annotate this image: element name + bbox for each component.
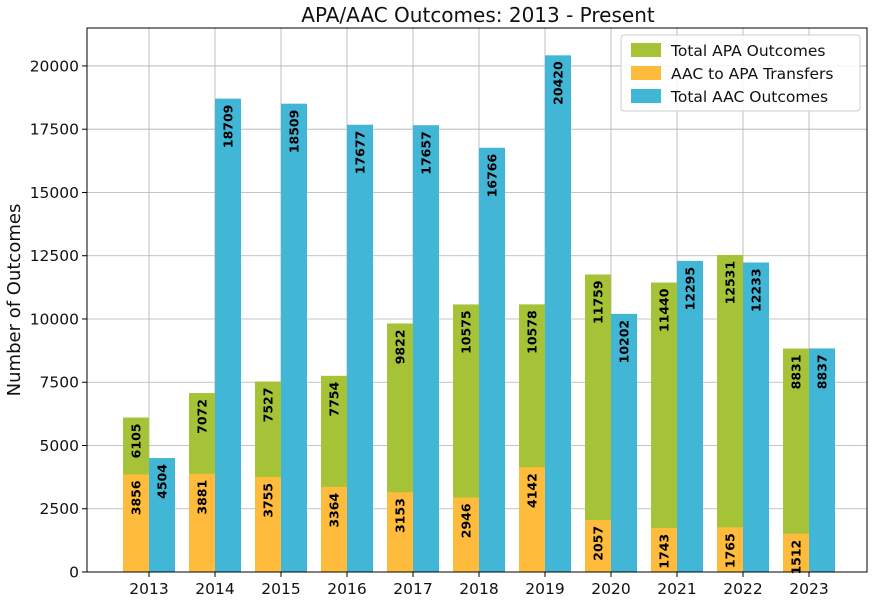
y-tick-label: 0 bbox=[69, 564, 79, 582]
legend-label: Total APA Outcomes bbox=[670, 42, 825, 60]
label-total-apa: 7527 bbox=[261, 388, 276, 423]
x-tick-label: 2016 bbox=[327, 580, 366, 598]
label-aac-to-apa: 2057 bbox=[591, 526, 606, 561]
label-total-apa: 7072 bbox=[195, 399, 210, 434]
label-aac-to-apa: 3364 bbox=[327, 493, 342, 528]
label-aac-to-apa: 3881 bbox=[195, 480, 210, 515]
x-tick-label: 2015 bbox=[261, 580, 300, 598]
label-total-aac: 12295 bbox=[683, 267, 698, 311]
label-total-aac: 8837 bbox=[815, 354, 830, 389]
label-total-aac: 20420 bbox=[551, 61, 566, 105]
y-tick-label: 10000 bbox=[30, 310, 79, 328]
plot-frame bbox=[86, 27, 868, 573]
y-tick-label: 20000 bbox=[30, 57, 79, 75]
label-aac-to-apa: 1743 bbox=[657, 534, 672, 569]
x-tick-label: 2017 bbox=[393, 580, 432, 598]
label-total-aac: 16766 bbox=[485, 153, 500, 197]
label-total-aac: 18709 bbox=[221, 105, 236, 149]
label-total-aac: 18509 bbox=[287, 110, 302, 154]
label-total-apa: 11440 bbox=[657, 288, 672, 332]
x-tick-label: 2018 bbox=[459, 580, 498, 598]
bar-aac-to-apa bbox=[453, 497, 479, 572]
bar-total-aac bbox=[743, 262, 769, 572]
x-tick-label: 2014 bbox=[195, 580, 234, 598]
label-aac-to-apa: 1512 bbox=[789, 540, 804, 575]
bar-aac-to-apa bbox=[519, 467, 545, 572]
bar-aac-to-apa bbox=[651, 527, 677, 572]
bar-aac-to-apa bbox=[783, 533, 809, 572]
bar-total-aac bbox=[215, 98, 241, 573]
label-total-apa: 8831 bbox=[789, 355, 804, 390]
label-total-apa: 6105 bbox=[129, 424, 144, 459]
label-aac-to-apa: 1765 bbox=[723, 533, 738, 568]
bar-total-aac bbox=[611, 313, 637, 572]
label-total-aac: 17677 bbox=[353, 131, 368, 175]
bar-total-aac bbox=[809, 348, 835, 572]
label-aac-to-apa: 4142 bbox=[525, 473, 540, 508]
label-total-aac: 10202 bbox=[617, 320, 632, 364]
bar-aac-to-apa bbox=[387, 492, 413, 572]
y-tick-label: 7500 bbox=[40, 374, 79, 392]
bar-total-apa bbox=[717, 254, 743, 572]
label-total-apa: 11759 bbox=[591, 280, 606, 324]
label-total-apa: 10578 bbox=[525, 310, 540, 354]
bar-total-aac bbox=[479, 147, 505, 573]
bar-total-aac bbox=[347, 124, 373, 573]
x-tick-label: 2020 bbox=[591, 580, 630, 598]
legend-label: AAC to APA Transfers bbox=[671, 65, 834, 83]
legend-box bbox=[620, 34, 861, 112]
y-tick-label: 5000 bbox=[40, 437, 79, 455]
legend-swatch bbox=[631, 66, 661, 80]
bar-aac-to-apa bbox=[717, 527, 743, 572]
label-total-apa: 10575 bbox=[459, 310, 474, 354]
axes: 0 2500 5000 7500 10000 12500 15000 17500 20000 20… bbox=[30, 27, 868, 598]
bar-aac-to-apa bbox=[321, 486, 347, 572]
bar-aac-to-apa bbox=[585, 519, 611, 572]
label-total-aac: 17657 bbox=[419, 131, 434, 175]
legend-label: Total AAC Outcomes bbox=[670, 88, 828, 106]
bar-total-aac bbox=[413, 125, 439, 572]
bar-total-aac bbox=[281, 103, 307, 572]
label-total-aac: 12233 bbox=[749, 268, 764, 312]
label-total-apa: 7754 bbox=[327, 382, 342, 417]
data-labels: 6105 3856 4504 7072 3881 18709 7527 3755 18509 77… bbox=[129, 61, 830, 575]
label-aac-to-apa: 3153 bbox=[393, 498, 408, 533]
y-tick-label: 17500 bbox=[30, 121, 79, 139]
bar-aac-to-apa bbox=[255, 476, 281, 572]
x-tick-label: 2022 bbox=[723, 580, 762, 598]
legend: Total APA Outcomes AAC to APA Transfers To… bbox=[620, 34, 861, 112]
bar-total-aac bbox=[149, 458, 175, 572]
label-aac-to-apa: 3856 bbox=[129, 480, 144, 515]
label-total-apa: 9822 bbox=[393, 329, 408, 364]
bars bbox=[123, 55, 835, 573]
x-tick-label: 2021 bbox=[657, 580, 696, 598]
label-total-apa: 12531 bbox=[723, 261, 738, 305]
legend-swatch bbox=[631, 43, 661, 57]
y-tick-label: 15000 bbox=[30, 184, 79, 202]
bar-total-aac bbox=[545, 55, 571, 572]
chart-title: APA/AAC Outcomes: 2013 - Present bbox=[301, 3, 655, 27]
bar-aac-to-apa bbox=[189, 473, 215, 572]
bar-total-aac bbox=[677, 260, 703, 572]
bar-aac-to-apa bbox=[123, 474, 149, 572]
label-aac-to-apa: 3755 bbox=[261, 483, 276, 518]
y-axis-label: Number of Outcomes bbox=[4, 204, 25, 397]
y-tick-label: 12500 bbox=[30, 247, 79, 265]
legend-swatch bbox=[631, 89, 661, 103]
x-tick-label: 2013 bbox=[129, 580, 168, 598]
label-total-aac: 4504 bbox=[155, 464, 170, 499]
y-tick-label: 2500 bbox=[40, 500, 79, 518]
x-tick-label: 2019 bbox=[525, 580, 564, 598]
x-tick-label: 2023 bbox=[789, 580, 828, 598]
label-aac-to-apa: 2946 bbox=[459, 503, 474, 538]
bar-total-apa bbox=[651, 282, 677, 572]
